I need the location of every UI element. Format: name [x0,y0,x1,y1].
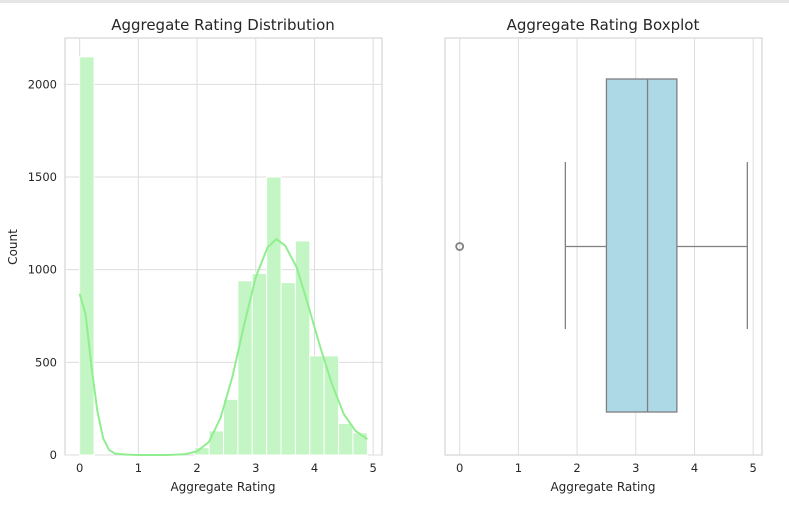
boxplot-box-group [455,78,748,413]
outlier-point [455,242,465,251]
histogram-bar [251,272,268,456]
x-tick-label: 5 [750,461,757,475]
x-tick-label: 2 [193,461,200,475]
x-tick-label: 0 [456,461,463,475]
histogram-bar [79,56,95,456]
kde-curve [78,237,368,456]
histogram-bar [237,280,253,456]
x-tick-label: 1 [515,461,522,475]
boxplot-x-ticks: 0 1 2 3 4 5 [456,461,757,475]
histogram-y-ticks: 0 500 1000 1500 2000 [28,77,57,462]
iqr-box [605,78,678,413]
histogram-bar [338,422,354,456]
window-top-edge [0,0,789,3]
histogram-y-label: Count [6,229,20,265]
histogram-bar [266,176,282,456]
histogram-bar [352,432,368,456]
x-tick-label: 3 [632,461,639,475]
x-tick-label: 1 [135,461,142,475]
y-tick-label: 1000 [28,263,57,277]
x-tick-label: 3 [252,461,259,475]
y-tick-label: 2000 [28,77,57,91]
histogram-bar [223,398,239,456]
x-tick-label: 4 [311,461,318,475]
boxplot-panel: 0 1 2 3 4 5 Aggregate Rating Boxplot Aggregat… [444,16,763,494]
histogram-x-ticks: 0 1 2 3 4 5 [76,461,377,475]
histogram-bar [280,282,296,456]
histogram-bar [208,430,225,456]
histogram-bars [79,56,368,456]
boxplot-title: Aggregate Rating Boxplot [507,16,700,34]
y-tick-label: 0 [50,448,57,462]
x-tick-label: 5 [370,461,377,475]
y-tick-label: 1500 [28,170,57,184]
x-tick-label: 2 [573,461,580,475]
histogram-bar [309,355,325,456]
y-tick-label: 500 [35,355,57,369]
boxplot-x-label: Aggregate Rating [550,480,655,494]
x-tick-label: 4 [691,461,698,475]
histogram-bar [294,240,311,456]
histogram-x-label: Aggregate Rating [170,480,275,494]
histogram-bar [323,355,340,456]
histogram-panel: 0 1 2 3 4 5 0 500 1000 1500 2000 Aggregate Rating… [6,16,383,494]
histogram-title: Aggregate Rating Distribution [111,16,335,34]
x-tick-label: 0 [76,461,83,475]
